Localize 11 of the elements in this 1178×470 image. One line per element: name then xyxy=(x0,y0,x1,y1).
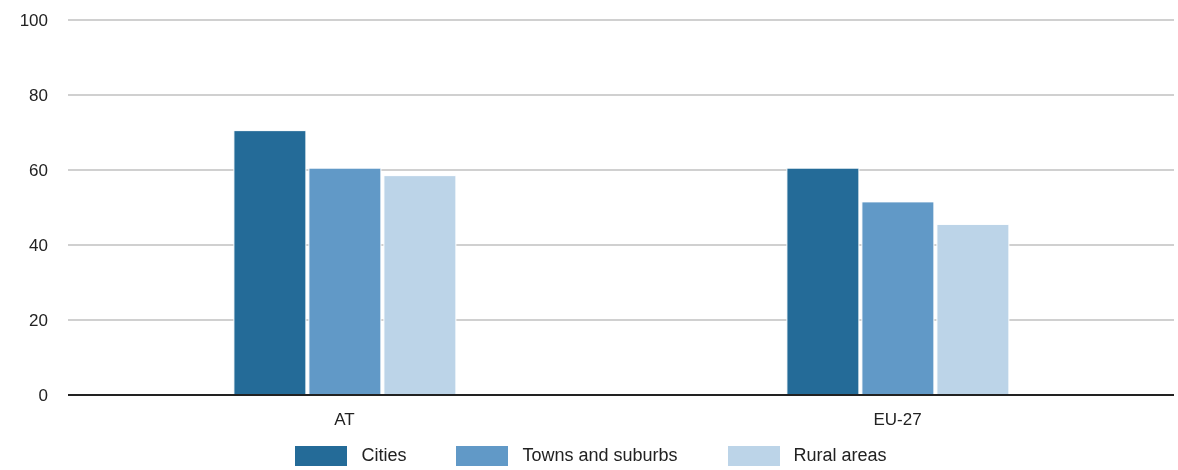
y-tick-label: 40 xyxy=(29,236,48,256)
y-tick-label: 80 xyxy=(29,86,48,106)
y-tick-label: 0 xyxy=(38,386,48,406)
y-tick-label: 60 xyxy=(29,161,48,181)
x-tick-label: EU-27 xyxy=(873,410,922,430)
y-tick-label: 20 xyxy=(29,311,48,331)
legend-label: Cities xyxy=(361,445,407,466)
x-tick-label: AT xyxy=(334,410,355,430)
legend-label: Towns and suburbs xyxy=(522,445,678,466)
legend-label: Rural areas xyxy=(793,445,887,466)
y-tick-label: 100 xyxy=(19,11,48,31)
